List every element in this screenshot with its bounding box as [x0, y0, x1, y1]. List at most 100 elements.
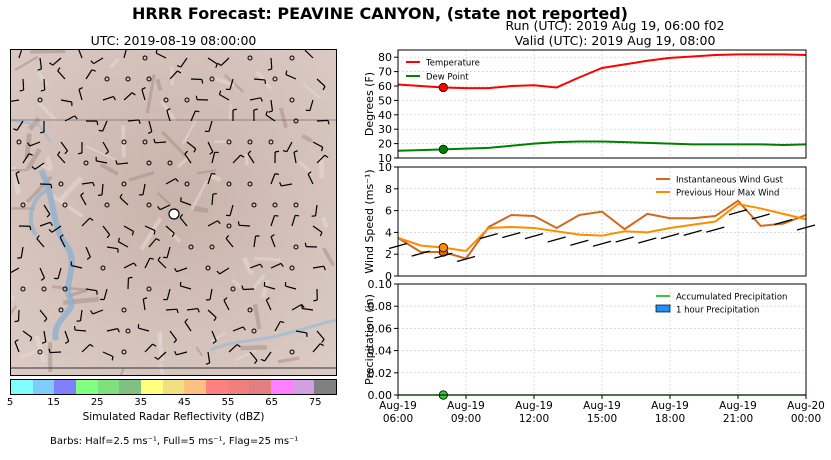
wind-barb-flag [313, 299, 318, 302]
wind-barb-flag [223, 297, 228, 301]
terrain-ridge [158, 363, 166, 375]
wind-barb-staff [211, 152, 216, 164]
terrain-ridge [234, 349, 257, 362]
legend-swatch [655, 304, 671, 313]
terrain-ridge [169, 230, 182, 243]
legend-label: Temperature [425, 59, 480, 69]
wind-barb-flag [260, 358, 265, 362]
x-tick-time: 21:00 [723, 413, 753, 425]
terrain-ridge [253, 256, 281, 262]
wind-barb-staff [92, 309, 104, 315]
wind-barb-staff [312, 343, 321, 353]
terrain-ridge [37, 101, 58, 122]
terrain-ridge [159, 99, 177, 123]
wind-barb-staff [190, 78, 203, 81]
wind-barb-staff [184, 321, 192, 332]
wind-barb-staff [159, 204, 171, 211]
wind-barb-staff [253, 236, 257, 248]
calm-wind-marker [209, 76, 215, 82]
x-tick-time: 06:00 [383, 413, 413, 425]
terrain-ridge [320, 216, 329, 229]
wind-barb-flag [254, 360, 258, 364]
calm-wind-marker [272, 76, 278, 82]
wind-barb-flag [90, 60, 95, 65]
wind-barb-flag [280, 320, 285, 324]
wind-barb-staff [176, 351, 188, 356]
wind-barb-flag [280, 263, 284, 268]
wind-barb-staff [127, 119, 140, 122]
wind-barb-flag [117, 237, 121, 242]
wind-barb-staff [312, 225, 323, 233]
calm-wind-marker [142, 139, 148, 145]
wind-barb-staff [270, 236, 276, 248]
y-tick-label: 60 [378, 80, 392, 93]
wind-barb-staff [78, 50, 83, 59]
y-tick-label: 6 [385, 205, 392, 218]
wind-barb-flag [216, 270, 221, 275]
wind-barb-flag [260, 97, 263, 102]
wind-barb-flag [89, 343, 94, 348]
terrain-map [10, 49, 337, 376]
wind-barb-flag [90, 310, 94, 315]
wind-barb-staff [316, 119, 329, 122]
y-tick-label: 20 [378, 138, 392, 151]
wind-barb-staff [312, 265, 324, 269]
legend-label: 1 hour Precipitation [676, 306, 759, 316]
wind-barb-flag [155, 50, 158, 54]
wind-barb-staff [249, 351, 258, 361]
wind-barb-staff [302, 307, 314, 311]
terrain-ridge [260, 279, 270, 299]
calm-wind-marker [226, 139, 232, 145]
wind-barb-staff [39, 309, 48, 319]
figure-title: HRRR Forecast: PEAVINE CANYON, (state no… [131, 4, 628, 23]
wind-barb-flag [180, 197, 182, 202]
wind-barb-flag [293, 150, 298, 153]
wind-barb-flag [91, 69, 96, 72]
x-tick-date: Aug-19 [651, 400, 689, 412]
station-location-marker [168, 208, 180, 220]
terrain-ridge [155, 78, 163, 91]
wind-barb-staff [314, 204, 318, 216]
wind-barb-staff [36, 238, 45, 248]
calm-wind-marker [293, 202, 299, 208]
wind-barb-staff [144, 225, 156, 232]
terrain-ridge [192, 205, 209, 214]
wind-barb-flag [320, 147, 324, 152]
wind-barb-flag [128, 276, 133, 279]
wind-barb-staff [142, 299, 146, 311]
wind-barb-staff [209, 288, 213, 300]
terrain-ridge [190, 179, 209, 211]
map-title: UTC: 2019-08-19 08:00:00 [90, 33, 257, 48]
river-north [11, 118, 53, 143]
wind-barb-flag [259, 263, 263, 268]
calm-wind-marker [167, 160, 173, 166]
colorbar-swatch [141, 380, 163, 394]
wind-barb [502, 231, 521, 239]
terrain-ridge [181, 119, 198, 145]
calm-wind-marker [37, 349, 43, 355]
colorbar-tick-label: 55 [221, 397, 235, 408]
wind-barb-flag [49, 221, 53, 226]
colorbar-swatch [227, 380, 250, 394]
wind-barb-staff [118, 241, 129, 248]
wind-barb-flag [265, 110, 268, 116]
wind-barb-flag [201, 79, 204, 84]
wind-barb-staff [102, 351, 114, 358]
wind-barb-staff [238, 224, 251, 227]
wind-barb-staff [43, 330, 47, 342]
wind-barb-staff [43, 78, 46, 91]
wind-barb-flag [149, 257, 154, 260]
wind-barb-staff [180, 57, 188, 68]
wind-barb-staff [169, 330, 178, 341]
wind-barb-staff [22, 78, 25, 91]
current-time-marker [438, 144, 448, 154]
wind-barb-staff [291, 303, 302, 311]
wind-barb-staff [281, 183, 293, 187]
legend-label: Accumulated Precipitation [676, 293, 787, 303]
wind-barb-staff [14, 341, 20, 353]
terrain-ridge [139, 216, 163, 251]
wind-barb-staff [85, 246, 91, 258]
wind-barb-flag [80, 192, 85, 196]
wind-barb-flag [50, 184, 53, 189]
wind-barb-staff [20, 246, 24, 258]
